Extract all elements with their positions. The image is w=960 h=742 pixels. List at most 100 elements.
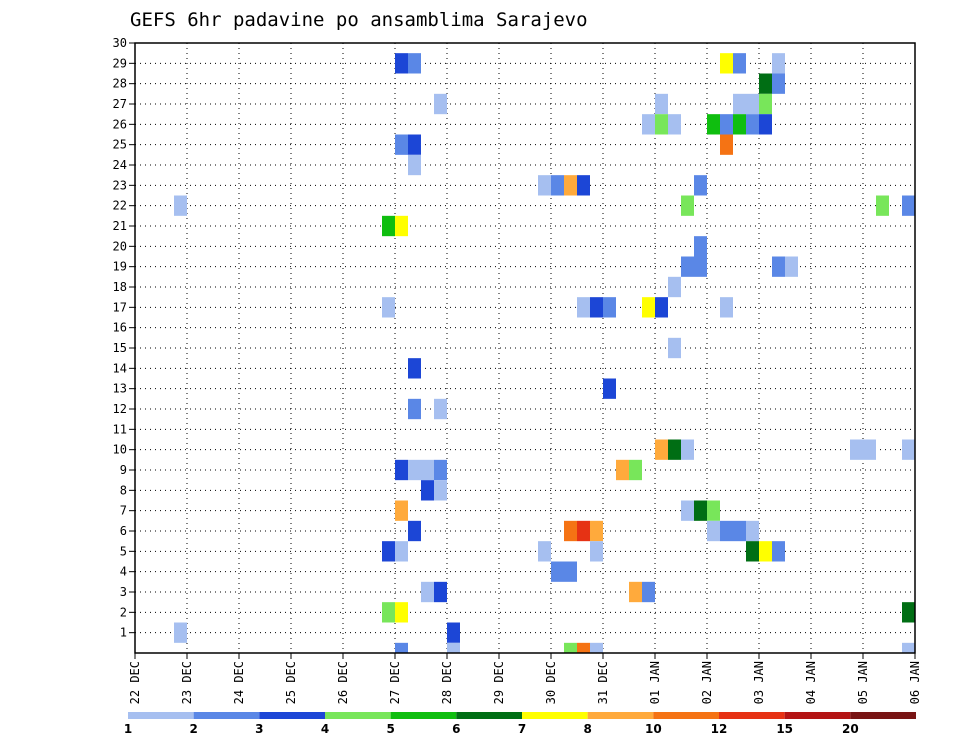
y-tick-label: 11 <box>113 422 127 436</box>
precip-cell <box>902 439 915 460</box>
precip-cell <box>642 297 655 318</box>
y-tick-label: 15 <box>113 341 127 355</box>
precip-cell <box>681 439 694 460</box>
y-tick-label: 27 <box>113 97 127 111</box>
precip-cell <box>655 439 668 460</box>
precip-cell <box>902 602 915 623</box>
y-axis-ticks: 1234567891011121314151617181920212223242… <box>113 36 135 640</box>
legend-swatch <box>456 712 522 719</box>
precip-cell <box>395 215 408 237</box>
precip-cell <box>434 459 447 481</box>
precip-cell <box>174 622 187 643</box>
precip-cell <box>421 459 434 481</box>
precip-cell <box>668 439 681 460</box>
y-tick-label: 28 <box>113 77 127 91</box>
legend-swatch <box>325 712 391 719</box>
precip-cell <box>408 53 421 74</box>
precip-cell <box>408 134 421 155</box>
legend-swatch <box>259 712 325 719</box>
precip-cell <box>577 520 590 542</box>
x-tick-label: 25 DEC <box>284 661 298 704</box>
precip-cell <box>395 53 408 74</box>
precip-cell <box>408 520 421 542</box>
x-axis-ticks: 22 DEC 23 DEC 24 DEC 25 DEC 26 DEC 27 DEC 28 D… <box>128 653 922 704</box>
x-tick-label: 31 DEC <box>596 661 610 704</box>
precip-cell <box>590 520 603 542</box>
legend-swatch <box>390 712 457 719</box>
x-tick-label: 23 DEC <box>180 661 194 704</box>
precip-cell <box>720 297 733 318</box>
precip-cell <box>707 114 720 135</box>
y-tick-label: 6 <box>120 524 127 538</box>
y-tick-label: 5 <box>120 544 127 558</box>
y-tick-label: 14 <box>113 361 127 375</box>
legend-label: 15 <box>776 722 793 736</box>
precip-cell <box>733 114 746 135</box>
legend-label: 3 <box>255 722 263 736</box>
x-tick-label: 26 DEC <box>336 661 350 704</box>
y-tick-label: 26 <box>113 117 127 131</box>
y-tick-label: 29 <box>113 56 127 70</box>
precip-cell <box>434 93 447 115</box>
precip-cell <box>746 114 759 135</box>
y-tick-label: 7 <box>120 504 127 518</box>
x-tick-label: 30 DEC <box>544 661 558 704</box>
precip-cell <box>564 520 577 542</box>
precip-cell <box>720 134 733 155</box>
precip-cell <box>655 114 668 135</box>
precip-cell <box>707 500 720 521</box>
precip-cell <box>694 500 707 521</box>
precip-cell <box>590 297 603 318</box>
precip-cell <box>668 276 681 298</box>
legend-label: 5 <box>386 722 394 736</box>
x-tick-label: 24 DEC <box>232 661 246 704</box>
legend-label: 1 <box>124 722 132 736</box>
chart-title: GEFS 6hr padavine po ansamblima Sarajevo <box>130 9 588 31</box>
precip-cell <box>538 541 551 562</box>
x-tick-label: 01 JAN <box>648 661 662 704</box>
x-tick-label: 03 JAN <box>752 661 766 704</box>
precip-cell <box>655 93 668 115</box>
legend-swatch <box>850 712 916 719</box>
precip-cell <box>174 195 187 216</box>
precip-cell <box>681 256 694 277</box>
y-tick-label: 16 <box>113 321 127 335</box>
x-tick-label: 29 DEC <box>492 661 506 704</box>
legend-swatch <box>193 712 260 719</box>
precip-cell <box>733 520 746 542</box>
precip-cell <box>759 93 772 115</box>
precip-cell <box>382 602 395 623</box>
precip-cell <box>642 581 655 603</box>
precip-cell <box>746 520 759 542</box>
precip-cell <box>694 236 707 257</box>
legend-label: 7 <box>518 722 526 736</box>
precip-cell <box>395 500 408 521</box>
x-tick-label: 02 JAN <box>700 661 714 704</box>
precip-cell <box>876 195 889 216</box>
precip-cell <box>668 114 681 135</box>
y-tick-label: 18 <box>113 280 127 294</box>
precip-cell <box>590 541 603 562</box>
legend-label: 20 <box>842 722 859 736</box>
legend-swatch <box>522 712 588 719</box>
precip-cell <box>746 541 759 562</box>
y-tick-label: 3 <box>120 585 127 599</box>
y-tick-label: 25 <box>113 138 127 152</box>
precip-cell <box>577 642 590 653</box>
precip-cell <box>629 459 642 481</box>
precip-cell <box>720 114 733 135</box>
precip-cell <box>902 195 915 216</box>
legend-swatch <box>128 712 194 719</box>
x-tick-label: 04 JAN <box>804 661 818 704</box>
precip-cell <box>772 73 785 94</box>
legend-swatch <box>784 712 851 719</box>
precip-cell <box>382 541 395 562</box>
precip-cell <box>551 175 564 196</box>
y-tick-label: 21 <box>113 219 127 233</box>
precip-cell <box>395 541 408 562</box>
precip-cell <box>382 297 395 318</box>
precip-cell <box>447 642 460 653</box>
precip-cell <box>655 297 668 318</box>
legend-label: 4 <box>321 722 329 736</box>
precip-cell <box>408 358 421 379</box>
